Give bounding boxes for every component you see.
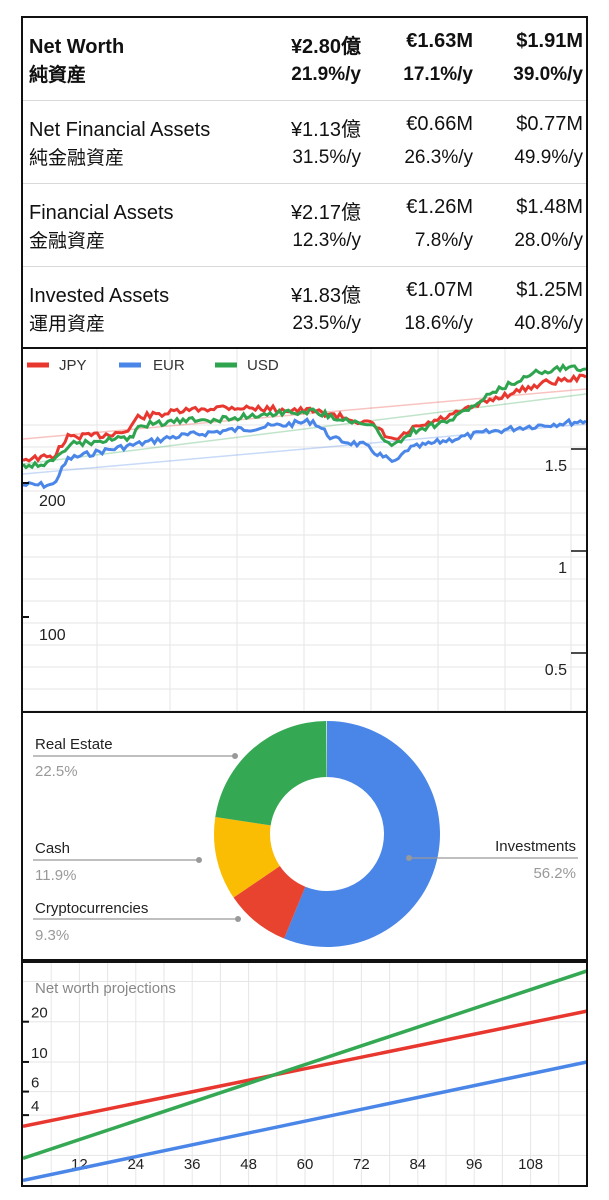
x-axis-tick-label: 48 <box>240 1156 257 1173</box>
row-label-ja: 運用資産 <box>29 314 106 335</box>
row-label-ja: 純資産 <box>29 65 87 86</box>
row-label-ja: 金融資産 <box>29 231 106 252</box>
leader-dot-investments <box>406 855 412 861</box>
donut-slice-investments <box>284 721 440 947</box>
y-axis-tick-label: 20 <box>31 1005 48 1022</box>
history-chart-svg: JPY EUR USD 200 100 1.5 1 0.5 <box>21 349 587 712</box>
row-label-en: Financial Assets <box>29 202 174 224</box>
history-series <box>21 362 587 490</box>
right-axis-tick-label: 0.5 <box>545 662 567 679</box>
projection-series-line <box>22 969 588 1160</box>
net-worth-history-chart[interactable]: JPY EUR USD 200 100 1.5 1 0.5 <box>21 347 588 713</box>
leader-dot-real-estate <box>232 753 238 759</box>
donut-slices <box>214 721 440 947</box>
series-line-eur <box>22 417 587 490</box>
slice-pct-real-estate: 22.5% <box>35 763 78 780</box>
history-grid <box>23 349 586 712</box>
x-axis-tick-label: 36 <box>184 1156 201 1173</box>
value-eur: €1.26M <box>406 196 473 218</box>
growth-jpy: 23.5%/y <box>292 313 361 334</box>
projection-series-line <box>22 1009 588 1129</box>
row-label-en: Invested Assets <box>29 285 170 307</box>
value-eur: €0.66M <box>406 113 473 135</box>
asset-allocation-donut-chart[interactable]: Real Estate 22.5% Cash 11.9% Cryptocurre… <box>21 711 588 961</box>
left-axis-tick-label: 100 <box>39 627 66 644</box>
value-jpy: ¥1.13億 <box>290 119 361 141</box>
value-jpy: ¥1.83億 <box>290 285 361 307</box>
growth-eur: 7.8%/y <box>414 230 473 251</box>
slice-pct-investments: 56.2% <box>533 865 576 882</box>
donut-slice-cryptocurrencies <box>233 866 306 939</box>
slice-pct-cash: 11.9% <box>35 867 76 884</box>
projection-chart-title: Net worth projections <box>35 980 176 997</box>
summary-row-net-worth[interactable]: Net Worth 純資産 ¥2.80億 €1.63M $1.91M 21.9%… <box>23 18 586 101</box>
value-usd: $1.48M <box>516 196 583 218</box>
donut-slice-real-estate <box>215 721 327 826</box>
series-line-usd <box>21 362 587 470</box>
slice-label-investments: Investments <box>495 838 576 855</box>
value-eur: €1.07M <box>406 279 473 301</box>
value-usd: $0.77M <box>516 113 583 135</box>
x-axis-tick-label: 60 <box>297 1156 314 1173</box>
y-axis-tick-label: 4 <box>31 1098 39 1115</box>
legend-jpy-label: JPY <box>59 357 87 374</box>
legend-eur-label: EUR <box>153 357 185 374</box>
donut-chart-svg: Real Estate 22.5% Cash 11.9% Cryptocurre… <box>33 721 578 947</box>
net-worth-projection-chart[interactable]: Net worth projections 20 10 6 4 12 24 36 48 60 7… <box>21 961 588 1187</box>
summary-row-net-financial-assets[interactable]: Net Financial Assets 純金融資産 ¥1.13億 €0.66M… <box>23 101 586 184</box>
row-label-en: Net Financial Assets <box>29 119 211 141</box>
legend-usd-label: USD <box>247 357 279 374</box>
growth-usd: 28.0%/y <box>514 230 583 251</box>
projection-series <box>22 969 588 1183</box>
value-jpy: ¥2.80億 <box>290 36 361 58</box>
x-axis-tick-label: 108 <box>518 1156 543 1173</box>
growth-eur: 17.1%/y <box>403 64 473 85</box>
projection-grid <box>23 963 588 1185</box>
growth-eur: 26.3%/y <box>404 147 473 168</box>
net-worth-summary-table: Net Worth 純資産 ¥2.80億 €1.63M $1.91M 21.9%… <box>21 16 588 347</box>
history-legend[interactable]: JPY EUR USD <box>27 357 279 374</box>
value-jpy: ¥2.17億 <box>290 202 361 224</box>
x-axis-tick-label: 72 <box>353 1156 370 1173</box>
right-axis-tick-label: 1.5 <box>545 458 567 475</box>
value-usd: $1.91M <box>516 30 583 52</box>
slice-pct-cryptocurrencies: 9.3% <box>35 927 69 944</box>
growth-jpy: 21.9%/y <box>291 64 361 85</box>
leader-dot-crypto <box>235 916 241 922</box>
projection-series-line <box>22 1060 588 1183</box>
slice-label-cash: Cash <box>35 840 70 857</box>
projection-x-axis: 12 24 36 48 60 72 84 96 108 <box>71 1156 543 1173</box>
growth-jpy: 31.5%/y <box>292 147 361 168</box>
row-label-ja: 純金融資産 <box>29 148 125 169</box>
row-label-en: Net Worth <box>29 36 125 58</box>
right-axis-tick-label: 1 <box>558 560 567 577</box>
history-left-axis: 200 100 <box>23 482 66 644</box>
growth-eur: 18.6%/y <box>404 313 473 334</box>
growth-jpy: 12.3%/y <box>292 230 361 251</box>
summary-row-invested-assets[interactable]: Invested Assets 運用資産 ¥1.83億 €1.07M $1.25… <box>23 267 586 350</box>
projection-y-axis: 20 10 6 4 <box>23 1005 48 1117</box>
y-axis-tick-label: 6 <box>31 1075 39 1092</box>
y-axis-tick-label: 10 <box>31 1045 48 1062</box>
x-axis-tick-label: 96 <box>466 1156 483 1173</box>
slice-label-real-estate: Real Estate <box>35 736 113 753</box>
leader-dot-cash <box>196 857 202 863</box>
history-right-axis: 1.5 1 0.5 <box>545 448 586 679</box>
x-axis-tick-label: 24 <box>127 1156 144 1173</box>
summary-row-financial-assets[interactable]: Financial Assets 金融資産 ¥2.17億 €1.26M $1.4… <box>23 184 586 267</box>
trendline-usd <box>22 393 587 465</box>
value-eur: €1.63M <box>406 30 473 52</box>
value-usd: $1.25M <box>516 279 583 301</box>
x-axis-tick-label: 84 <box>409 1156 426 1173</box>
growth-usd: 40.8%/y <box>514 313 583 334</box>
donut-slice-cash <box>214 817 280 898</box>
left-axis-tick-label: 200 <box>39 493 66 510</box>
growth-usd: 39.0%/y <box>513 64 583 85</box>
slice-label-cryptocurrencies: Cryptocurrencies <box>35 900 148 917</box>
donut-leaders <box>33 753 578 922</box>
growth-usd: 49.9%/y <box>514 147 583 168</box>
